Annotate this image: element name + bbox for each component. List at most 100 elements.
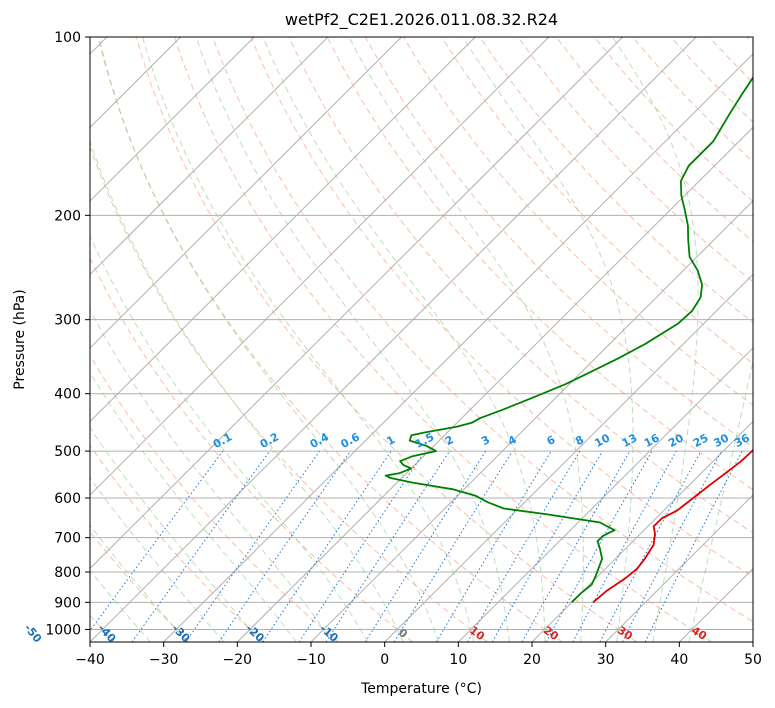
- dry-adiabat-line: [97, 37, 563, 642]
- dry-adiabat-label: -50: [22, 622, 45, 646]
- moist-adiabat-line: [90, 234, 369, 642]
- mixing-ratio-line: [90, 450, 224, 632]
- chart-title: wetPf2_C2E1.2026.011.08.32.R24: [285, 10, 558, 30]
- mixing-ratio-label: 0.2: [258, 430, 281, 451]
- mixing-ratio-line: [435, 450, 552, 642]
- x-tick-label: 20: [523, 652, 541, 668]
- isotherm-gridline: [605, 494, 753, 642]
- y-tick-label: 500: [54, 444, 81, 460]
- y-axis-title: Pressure (hPa): [12, 289, 28, 389]
- moist-adiabat-line: [612, 37, 699, 642]
- moist-adiabat-line: [462, 37, 634, 642]
- isotherm-gridline: [90, 37, 476, 423]
- dry-adiabat-line: [326, 37, 753, 491]
- mixing-ratio-line: [572, 450, 677, 642]
- mixing-ratio-label: 2: [443, 433, 456, 448]
- mixing-ratio-line: [131, 450, 271, 642]
- x-tick-label: −40: [75, 652, 105, 668]
- mixing-ratio-line: [599, 450, 702, 642]
- mixing-ratio-label: 25: [691, 431, 711, 450]
- x-tick-label: 30: [597, 652, 615, 668]
- x-tick-label: 0: [380, 652, 389, 668]
- x-tick-label: −20: [223, 652, 253, 668]
- x-tick-label: −10: [296, 652, 326, 668]
- x-axis-title: Temperature (°C): [360, 681, 482, 697]
- mixing-ratio-label: 1: [384, 433, 397, 448]
- dry-adiabat-line: [594, 37, 753, 203]
- mixing-ratio-label: 0.1: [211, 430, 234, 451]
- y-tick-label: 300: [54, 313, 81, 329]
- dry-adiabat-line: [250, 37, 753, 578]
- mixing-ratio-line: [393, 450, 513, 642]
- temperature-profile-line: [592, 448, 753, 603]
- y-tick-label: 800: [54, 565, 81, 581]
- x-tick-label: 50: [744, 652, 762, 668]
- mixing-ratio-label: 36: [732, 431, 752, 450]
- mixing-ratio-label: 30: [711, 431, 731, 450]
- moist-adiabat-line: [688, 358, 753, 642]
- y-tick-label: 100: [54, 30, 81, 46]
- isotherm-gridline: [90, 37, 623, 570]
- y-tick-label: 200: [54, 208, 81, 224]
- mixing-ratio-label: 8: [573, 433, 586, 448]
- dry-adiabat-line: [288, 37, 753, 534]
- mixing-ratio-label: 20: [666, 431, 686, 450]
- mixing-ratio-line: [262, 450, 392, 642]
- isotherm-gridline: [531, 420, 753, 642]
- dry-adiabat-line: [90, 530, 190, 642]
- dry-adiabat-line: [173, 37, 712, 642]
- moist-adiabat-line: [90, 477, 225, 642]
- mixing-ratio-label: 6: [545, 433, 558, 448]
- dry-adiabat-line: [212, 37, 753, 623]
- plot-frame: [89, 36, 754, 643]
- dry-adiabat-label: 20: [541, 624, 561, 644]
- isotherm-gridline: [678, 567, 753, 642]
- mixing-ratio-line: [644, 450, 743, 642]
- dry-adiabat-line: [403, 37, 753, 406]
- isotherm-gridline: [90, 37, 329, 276]
- isotherm-gridline: [90, 37, 255, 202]
- moist-adiabat-line: [90, 569, 151, 642]
- y-tick-label: 400: [54, 387, 81, 403]
- x-tick-label: 10: [449, 652, 467, 668]
- isotherm-gridline: [310, 200, 753, 642]
- mixing-ratio-line: [364, 450, 487, 642]
- moist-adiabat-line: [90, 524, 188, 642]
- isotherm-gridline: [90, 37, 697, 642]
- mixing-ratio-label: 16: [642, 431, 662, 450]
- mixing-ratio-label: 13: [620, 431, 640, 450]
- isotherm-gridline: [236, 126, 753, 642]
- mixing-ratio-line: [218, 450, 351, 642]
- dry-adiabat-line: [90, 256, 414, 642]
- x-tick-label: 40: [670, 652, 688, 668]
- dry-adiabat-line: [90, 444, 264, 642]
- dry-adiabat-line: [555, 37, 753, 243]
- moist-adiabat-line: [90, 309, 333, 642]
- dewpoint-profile-line: [384, 75, 753, 603]
- mixing-ratio-label: 3: [479, 433, 492, 448]
- moist-adiabat-line: [90, 426, 261, 642]
- mixing-ratio-line: [521, 450, 631, 642]
- isotherm-gridline: [90, 37, 550, 496]
- moist-adiabat-line: [262, 37, 546, 642]
- moist-adiabat-line: [195, 37, 510, 642]
- dry-adiabat-line: [708, 37, 753, 84]
- dry-adiabat-line: [517, 37, 753, 283]
- mixing-ratio-line: [545, 450, 653, 642]
- y-tick-label: 1000: [45, 622, 81, 638]
- mixing-ratio-line: [298, 450, 426, 642]
- dry-adiabat-line: [90, 354, 339, 642]
- y-tick-label: 600: [54, 491, 81, 507]
- isotherm-gridline: [752, 641, 753, 642]
- dry-adiabat-label: 30: [615, 624, 635, 644]
- moist-adiabat-line: [90, 371, 297, 642]
- isotherm-gridline: [384, 273, 753, 642]
- moist-adiabat-line: [90, 139, 404, 642]
- x-tick-label: −30: [149, 652, 179, 668]
- y-tick-label: 900: [54, 595, 81, 611]
- isotherm-gridline: [90, 37, 402, 349]
- dry-adiabat-line: [670, 37, 753, 123]
- isotherm-gridline: [457, 347, 753, 642]
- mixing-ratio-label: 10: [592, 431, 612, 450]
